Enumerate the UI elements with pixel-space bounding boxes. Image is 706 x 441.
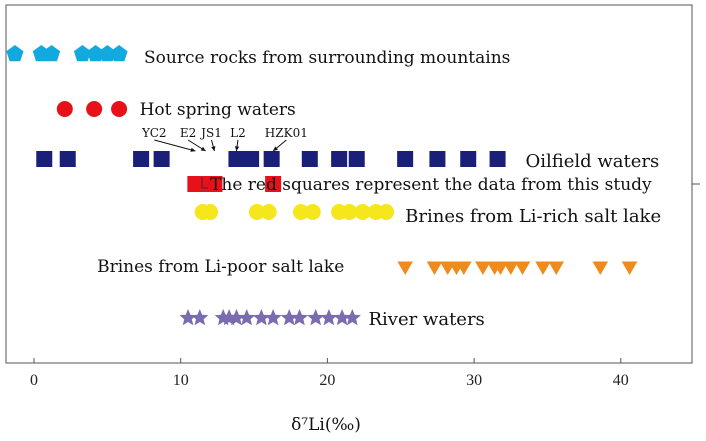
data-point [333, 309, 351, 326]
series-label: Brines from Li-poor salt lake [97, 257, 344, 277]
data-point [397, 261, 413, 275]
data-marks [6, 45, 638, 326]
sample-arrow [154, 139, 196, 152]
data-point [535, 261, 551, 275]
row-labels: Source rocks from surrounding mountains H… [97, 48, 661, 330]
data-point [260, 204, 277, 220]
data-point [36, 151, 53, 167]
data-point [252, 309, 270, 326]
x-tick-label: 10 [173, 372, 189, 389]
data-point [87, 45, 105, 62]
series-label: Source rocks from surrounding mountains [144, 48, 510, 68]
data-point [43, 45, 61, 62]
sample-label: HZK01 [265, 126, 308, 140]
data-point [206, 176, 223, 192]
data-point [348, 151, 365, 167]
data-point [98, 45, 116, 62]
data-point [301, 151, 318, 167]
data-point [503, 261, 519, 275]
series-label: The red squares represent the data from … [210, 175, 652, 195]
data-point [59, 151, 76, 167]
sample-arrowhead [200, 146, 206, 151]
data-point [292, 204, 309, 220]
data-point [456, 261, 472, 275]
series-label: Hot spring waters [140, 100, 296, 120]
data-point [73, 45, 91, 62]
sample-label: YC2 [141, 126, 167, 140]
data-point [548, 261, 564, 275]
data-point [492, 261, 509, 275]
data-point [264, 309, 282, 326]
data-point [397, 151, 414, 167]
data-point [307, 309, 325, 326]
data-point [179, 309, 197, 326]
sample-label: JS1 [199, 126, 222, 140]
data-point [280, 309, 298, 326]
data-point [378, 204, 395, 220]
x-tick-label: 30 [466, 372, 482, 389]
series-label: Brines from Li-rich salt lake [405, 206, 661, 227]
x-tick-label: 20 [319, 372, 335, 389]
data-point [592, 261, 609, 275]
sample-annotations: YC2 E2 JS1 L2 HZK01 [141, 126, 308, 152]
data-point [475, 261, 491, 275]
data-point [320, 309, 338, 326]
data-point [227, 309, 245, 326]
data-point [133, 151, 150, 167]
data-point [341, 204, 358, 220]
sample-arrowhead [234, 146, 240, 151]
x-axis-ticks: 0 10 20 30 40 [30, 358, 629, 389]
data-point [111, 101, 128, 117]
data-point [220, 309, 238, 326]
data-point [265, 176, 282, 192]
data-point [621, 261, 638, 275]
data-point [460, 151, 477, 167]
x-tick-label: 40 [613, 372, 629, 389]
data-point [304, 204, 321, 220]
series-label: Oilfield waters [525, 151, 659, 172]
data-point [153, 151, 170, 167]
x-tick-label: 0 [30, 372, 38, 389]
data-point [426, 261, 443, 275]
data-point [354, 204, 371, 220]
data-point [191, 309, 209, 326]
series-label: River waters [368, 309, 484, 330]
data-point [291, 309, 309, 326]
sample-arrowhead [211, 146, 216, 151]
sample-label: L2 [230, 126, 246, 140]
data-point [56, 101, 73, 117]
data-point [6, 45, 24, 62]
note-bracket [201, 177, 209, 189]
data-point [228, 151, 245, 167]
data-point [489, 151, 506, 167]
data-point [331, 151, 348, 167]
data-point [343, 309, 361, 326]
data-point [429, 151, 446, 167]
data-point [202, 204, 219, 220]
sample-label: E2 [180, 126, 196, 140]
data-point [243, 151, 260, 167]
sample-arrowhead [273, 146, 278, 151]
data-point [238, 309, 256, 326]
data-point [248, 204, 265, 220]
data-point [86, 101, 103, 117]
data-point [514, 261, 531, 275]
data-point [110, 45, 128, 62]
sample-arrowhead [190, 147, 196, 152]
x-axis-label: δ⁷Li(‰) [291, 415, 361, 435]
data-point [263, 151, 280, 167]
